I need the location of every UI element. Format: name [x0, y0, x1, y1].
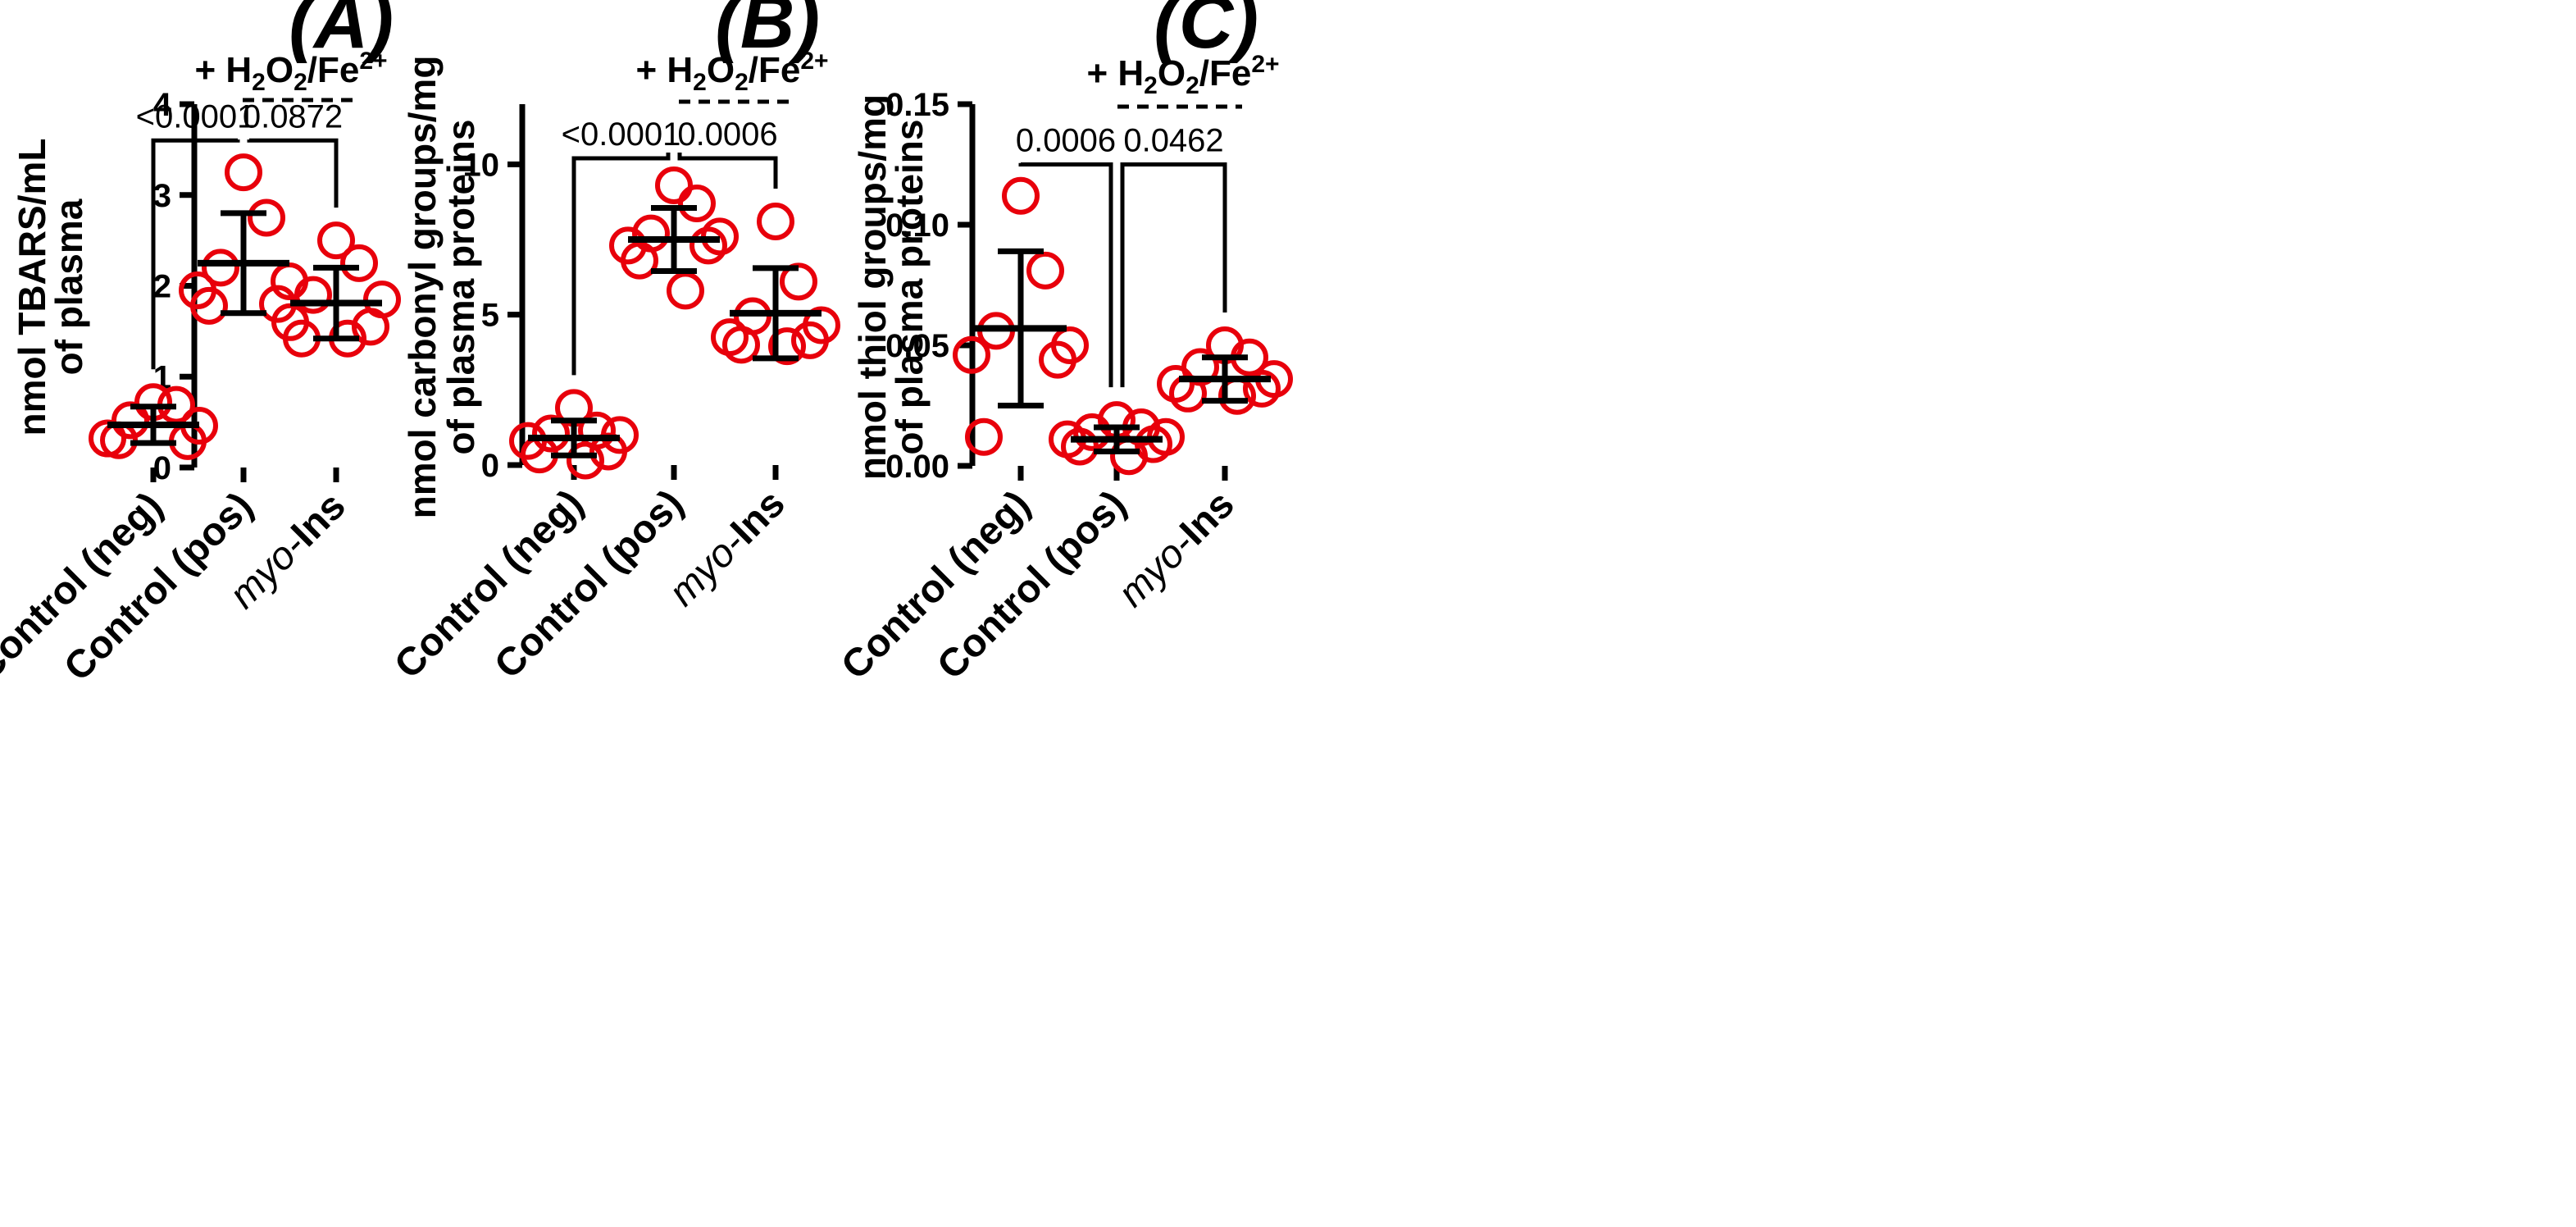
data-point [248, 198, 285, 237]
treatment-label: + H2O2/Fe2+ [194, 48, 387, 96]
comparison-bracket [1120, 162, 1227, 388]
comparison-bracket [677, 153, 778, 189]
panel-b: (B)+ H2O2/Fe2+ 0 5 10 nmol carbonyl groups/m… [386, 0, 840, 687]
data-point [567, 441, 604, 480]
y-axis-label: nmol carbonyl groups/mg [401, 56, 444, 519]
comparison-bracket [151, 138, 240, 370]
p-value-label: 0.0462 [1123, 123, 1223, 159]
y-tick-label: 3 [153, 178, 171, 214]
y-axis-label: nmol TBARS/mL [11, 139, 53, 436]
y-tick-label: 0.10 [885, 208, 949, 244]
data-point [655, 166, 693, 204]
data-point [678, 185, 716, 222]
data-point [190, 286, 228, 325]
data-point [791, 321, 829, 359]
y-axis-label: of plasma [48, 198, 90, 375]
data-point [621, 241, 658, 280]
y-tick-label: 0.15 [885, 87, 949, 123]
panel-letter: (A) [289, 0, 394, 64]
data-point [690, 226, 727, 265]
data-point [317, 221, 355, 260]
treatment-label: + H2O2/Fe2+ [635, 48, 828, 96]
y-axis-label: of plasma proteins [888, 120, 931, 455]
p-value-label: <0.0001 [562, 116, 681, 153]
data-point [225, 153, 262, 192]
data-point [965, 417, 1003, 456]
data-point [1061, 427, 1099, 466]
y-axis-label: nmol thiol groups/mg [851, 94, 894, 480]
data-point [1243, 369, 1281, 408]
panel-letter: (C) [1154, 0, 1258, 64]
panel-letter: (B) [715, 0, 820, 64]
data-point [1039, 340, 1076, 379]
data-point [1026, 251, 1064, 290]
y-tick-label: 2 [153, 269, 171, 305]
y-tick-label: 0.05 [885, 328, 949, 364]
x-category-label: myo-Ins [1110, 482, 1243, 615]
p-value-label: 0.0006 [677, 116, 777, 153]
y-axis-label: of plasma proteins [439, 120, 482, 455]
y-tick-label: 0 [481, 448, 499, 484]
data-point [340, 244, 378, 282]
p-value-label: 0.0872 [243, 98, 343, 135]
data-point [352, 308, 389, 346]
data-point [722, 326, 760, 364]
p-value-label: <0.0001 [136, 98, 256, 135]
y-tick-label: 10 [463, 147, 500, 183]
y-tick-label: 0.00 [885, 449, 949, 485]
data-point [953, 335, 990, 374]
p-value-label: 0.0006 [1016, 123, 1116, 159]
data-point [1002, 176, 1040, 215]
data-point [532, 414, 570, 453]
data-point [757, 203, 794, 240]
data-point [711, 318, 749, 357]
data-point [202, 249, 239, 287]
data-point [768, 327, 806, 366]
comparison-bracket [1018, 162, 1113, 388]
y-tick-label: 0 [153, 450, 171, 486]
y-tick-label: 5 [481, 298, 499, 334]
treatment-label: + H2O2/Fe2+ [1086, 51, 1279, 99]
comparison-bracket [247, 138, 339, 208]
comparison-bracket [571, 153, 671, 376]
data-point [667, 271, 704, 310]
data-point [294, 276, 332, 314]
y-tick-label: 4 [153, 87, 172, 123]
